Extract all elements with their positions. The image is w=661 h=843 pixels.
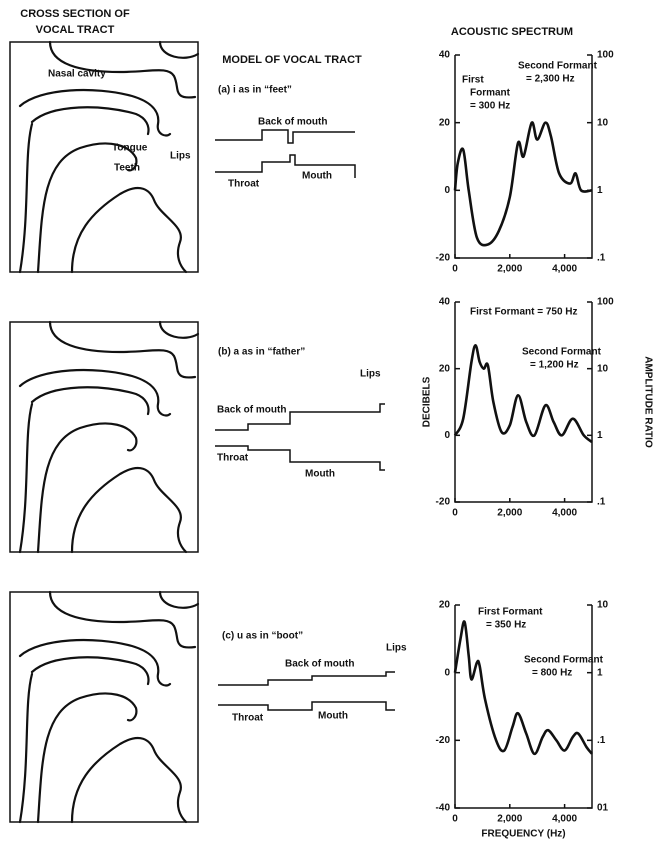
- y-axis-label: DECIBELS: [422, 376, 433, 427]
- x-tick-label: 2,000: [497, 508, 522, 519]
- spectrum-line: [453, 344, 593, 444]
- anatomy-label: Nasal cavity: [48, 69, 106, 80]
- x-tick-label: 0: [452, 264, 458, 275]
- y2-tick-label: 01: [597, 803, 609, 814]
- model-label: Lips: [360, 369, 381, 380]
- tube: [215, 445, 385, 471]
- annotation: = 800 Hz: [532, 668, 572, 679]
- model-label: Back of mouth: [285, 659, 354, 670]
- y-tick-label: -40: [436, 803, 451, 814]
- header: VOCAL TRACT: [36, 24, 115, 36]
- y-tick-label: 0: [444, 430, 450, 441]
- annotation: First: [462, 75, 484, 86]
- tube: [215, 154, 356, 178]
- anatomy-label: Lips: [170, 151, 191, 162]
- x-axis-label: FREQUENCY (Hz): [481, 829, 565, 840]
- tube: [218, 671, 395, 686]
- annotation: First Formant: [478, 607, 543, 618]
- annotation: = 1,200 Hz: [530, 360, 579, 371]
- y-tick-label: 0: [444, 667, 450, 678]
- annotation: First Formant = 750 Hz: [470, 307, 578, 318]
- tube: [215, 129, 355, 144]
- x-tick-label: 0: [452, 814, 458, 825]
- annotation: Second Formant: [518, 61, 598, 72]
- annotation: Second Formant: [522, 347, 602, 358]
- header: CROSS SECTION OF: [20, 8, 130, 20]
- annotation: = 350 Hz: [486, 620, 526, 631]
- model-label: Throat: [232, 713, 264, 724]
- x-tick-label: 4,000: [552, 508, 577, 519]
- y2-tick-label: .1: [597, 253, 606, 264]
- y-tick-label: 20: [439, 363, 451, 374]
- y2-tick-label: 10: [597, 600, 609, 611]
- axis: [454, 55, 593, 259]
- model-label: Mouth: [305, 469, 335, 480]
- header: MODEL OF VOCAL TRACT: [222, 54, 362, 66]
- cross-section: [8, 320, 200, 554]
- model-label: Throat: [217, 453, 249, 464]
- y2-tick-label: 1: [597, 430, 603, 441]
- x-tick-label: 0: [452, 508, 458, 519]
- y-tick-label: 0: [444, 185, 450, 196]
- model-label: Throat: [228, 179, 260, 190]
- header: ACOUSTIC SPECTRUM: [451, 26, 573, 38]
- axis: [454, 302, 593, 503]
- y2-tick-label: .1: [597, 735, 606, 746]
- annotation: = 2,300 Hz: [526, 74, 575, 85]
- y2-tick-label: 100: [597, 50, 614, 61]
- y-tick-label: -20: [436, 497, 451, 508]
- caption: (a) i as in “feet”: [218, 85, 292, 96]
- model-label: Back of mouth: [258, 117, 327, 128]
- x-tick-label: 2,000: [497, 814, 522, 825]
- y2-tick-label: 1: [597, 185, 603, 196]
- model-label: Back of mouth: [217, 405, 286, 416]
- y-tick-label: -20: [436, 253, 451, 264]
- annotation: Formant: [470, 88, 511, 99]
- cross-section: [8, 590, 200, 824]
- annotation: = 300 Hz: [470, 101, 510, 112]
- y-tick-label: 40: [439, 50, 451, 61]
- model-label: Mouth: [318, 711, 348, 722]
- annotation: Second Formant: [524, 655, 604, 666]
- y2-tick-label: 10: [597, 363, 609, 374]
- spectrum-line: [453, 121, 593, 247]
- y2-axis-label: AMPLITUDE RATIO: [642, 356, 653, 448]
- y-tick-label: -20: [436, 735, 451, 746]
- spectrum-line: [453, 620, 594, 756]
- y2-tick-label: 100: [597, 297, 614, 308]
- x-tick-label: 4,000: [552, 264, 577, 275]
- anatomy-label: Teeth: [114, 163, 140, 174]
- x-tick-label: 4,000: [552, 814, 577, 825]
- y-tick-label: 40: [439, 297, 451, 308]
- y-tick-label: 20: [439, 117, 451, 128]
- model-label: Mouth: [302, 171, 332, 182]
- caption: (b) a as in “father”: [218, 347, 305, 358]
- x-tick-label: 2,000: [497, 264, 522, 275]
- tube: [215, 403, 385, 431]
- tube: [218, 701, 395, 711]
- anatomy-label: Tongue: [112, 143, 148, 154]
- y-tick-label: 20: [439, 600, 451, 611]
- y2-tick-label: 10: [597, 117, 609, 128]
- y2-tick-label: .1: [597, 497, 606, 508]
- axis: [454, 605, 593, 809]
- model-label: Lips: [386, 643, 407, 654]
- y2-tick-label: 1: [597, 667, 603, 678]
- caption: (c) u as in “boot”: [222, 631, 303, 642]
